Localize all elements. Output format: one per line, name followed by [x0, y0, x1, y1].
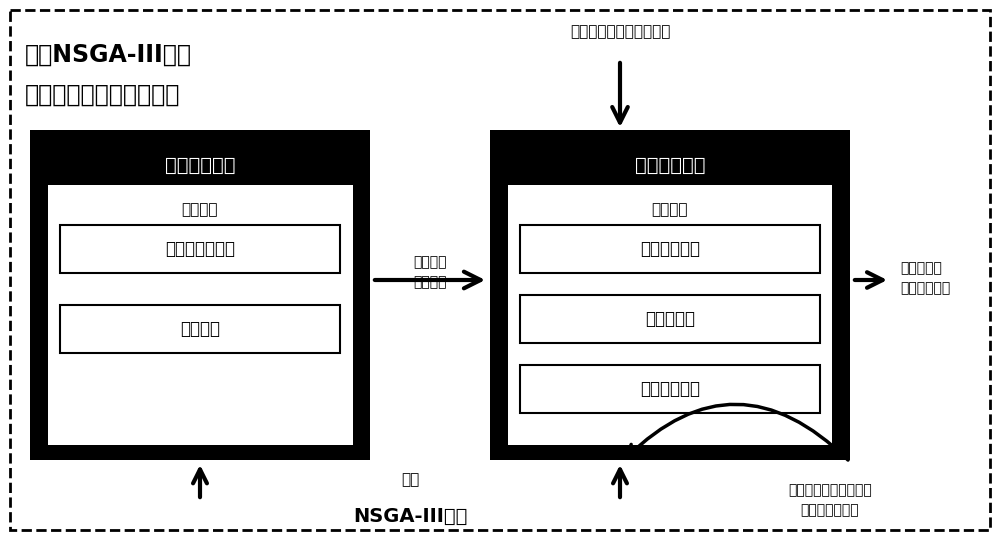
Text: 年网络损耗: 年网络损耗 — [645, 310, 695, 328]
Bar — [30, 130, 370, 460]
Text: 对模型滚动优化: 对模型滚动优化 — [801, 503, 859, 517]
Text: 优化目标: 优化目标 — [652, 202, 688, 218]
Text: 求解: 求解 — [401, 472, 419, 488]
Text: 考虑负荷中远期增长，: 考虑负荷中远期增长， — [788, 483, 872, 497]
Text: 光伏总装机量: 光伏总装机量 — [640, 380, 700, 398]
Text: 网络损耗: 网络损耗 — [180, 320, 220, 338]
Text: 优化目标: 优化目标 — [182, 202, 218, 218]
Bar — [520, 295, 820, 343]
Text: 接入节点: 接入节点 — [413, 275, 447, 289]
Bar — [60, 225, 340, 273]
Text: 光伏最优: 光伏最优 — [413, 255, 447, 269]
Text: 层次分析法: 层次分析法 — [195, 386, 232, 399]
Bar — [490, 130, 850, 460]
Bar — [48, 185, 353, 445]
Bar — [60, 305, 340, 353]
Text: 单目标评价: 单目标评价 — [173, 421, 227, 439]
Text: 的光伏电源选址定容优化: 的光伏电源选址定容优化 — [25, 83, 180, 107]
Text: 光伏场景、负荷预测结果: 光伏场景、负荷预测结果 — [570, 24, 670, 39]
Bar — [520, 225, 820, 273]
Text: NSGA-III算法: NSGA-III算法 — [353, 507, 467, 525]
Text: 无功补偿方案: 无功补偿方案 — [900, 281, 950, 295]
Text: 电压越限风险: 电压越限风险 — [640, 240, 700, 258]
FancyArrowPatch shape — [627, 404, 848, 460]
Bar — [520, 365, 820, 413]
Text: 光伏容量、: 光伏容量、 — [900, 261, 942, 275]
Text: 概率电压灵敏度: 概率电压灵敏度 — [165, 240, 235, 258]
Text: 选址优化模型: 选址优化模型 — [165, 156, 235, 174]
Text: 基于NSGA-III算法: 基于NSGA-III算法 — [25, 43, 192, 67]
Bar — [508, 185, 832, 445]
Text: 容量优化模型: 容量优化模型 — [635, 156, 705, 174]
